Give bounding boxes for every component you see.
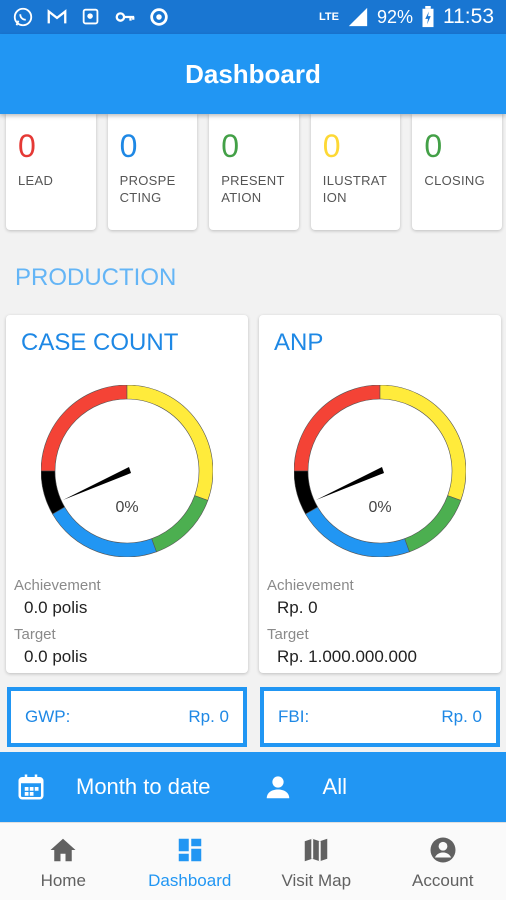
- target-label: Target: [267, 626, 309, 643]
- stat-value: 0: [322, 128, 341, 164]
- stat-label: CLOSING: [424, 173, 485, 188]
- stat-card-prospecting[interactable]: 0 PROSPECTING: [107, 114, 198, 230]
- map-icon: [305, 838, 328, 862]
- nav-label: Visit Map: [281, 871, 352, 890]
- stat-label: PROSPECTING: [119, 173, 176, 205]
- target-value: 0.0 polis: [24, 647, 88, 666]
- achievement-label: Achievement: [267, 577, 354, 594]
- fbi-label: FBI:: [278, 707, 310, 726]
- case-count-gauge: [41, 385, 213, 557]
- gauge-segment-yellow: [379, 385, 466, 501]
- gauge-segment-red: [41, 385, 128, 472]
- achievement-value: 0.0 polis: [24, 598, 88, 617]
- anp-card: ANP 0% Achievement Rp. 0 Target Rp. 1.00…: [259, 315, 501, 673]
- gmail-icon: [47, 9, 67, 24]
- fbi-box[interactable]: FBI: Rp. 0: [260, 687, 500, 747]
- nav-dashboard[interactable]: Dashboard: [127, 823, 254, 900]
- card-title: CASE COUNT: [21, 329, 179, 356]
- app-notification-icon: [82, 8, 99, 25]
- vpn-key-icon: [115, 12, 135, 22]
- battery-charging-icon: [422, 6, 434, 28]
- nav-home[interactable]: Home: [0, 823, 127, 900]
- network-type: LTE: [319, 11, 339, 23]
- stat-label: PRESENTATION: [221, 173, 285, 205]
- stat-card-closing[interactable]: 0 CLOSING: [412, 114, 502, 230]
- bottom-navigation: Home Dashboard Visit Map Account: [0, 822, 506, 900]
- gauge-needle: [316, 467, 384, 500]
- gwp-label: GWP:: [25, 707, 71, 726]
- clock: 11:53: [443, 5, 494, 28]
- achievement-value: Rp. 0: [277, 598, 318, 617]
- user-filter[interactable]: All: [263, 772, 347, 802]
- gauge-percent: 0%: [368, 499, 392, 516]
- target-label: Target: [14, 626, 56, 643]
- nav-label: Account: [412, 871, 474, 890]
- account-icon: [430, 837, 456, 863]
- calendar-icon: [18, 774, 44, 800]
- card-title: ANP: [274, 329, 324, 356]
- whatsapp-icon: [13, 7, 33, 27]
- gauge-segment-black: [41, 470, 66, 515]
- stat-value: 0: [119, 128, 138, 164]
- date-range-filter[interactable]: Month to date: [16, 772, 211, 802]
- gwp-value: Rp. 0: [188, 707, 229, 726]
- achievement-label: Achievement: [14, 577, 101, 594]
- gwp-box[interactable]: GWP: Rp. 0: [7, 687, 247, 747]
- home-icon: [50, 838, 76, 862]
- gauge-ring: [41, 385, 213, 557]
- person-icon: [266, 776, 289, 799]
- stat-label: LEAD: [18, 173, 54, 188]
- stat-value: 0: [424, 128, 443, 164]
- gauge-ring: [294, 385, 466, 557]
- nav-account[interactable]: Account: [380, 823, 506, 900]
- page-title: Dashboard: [185, 58, 321, 89]
- stat-value: 0: [221, 128, 239, 164]
- app-bar: Dashboard: [0, 34, 506, 114]
- stat-card-ilustration[interactable]: 0 ILUSTRATION: [310, 114, 401, 230]
- dashboard-icon: [178, 838, 201, 862]
- stat-label: ILUSTRATION: [322, 173, 388, 205]
- fbi-value: Rp. 0: [441, 707, 482, 726]
- nav-label: Dashboard: [148, 871, 232, 890]
- battery-percent: 92%: [376, 6, 413, 27]
- pipeline-stats: 0 LEAD 0 PROSPECTING 0 PRESENTATION 0 IL…: [6, 114, 502, 230]
- nav-label: Home: [40, 871, 86, 890]
- stat-card-presentation[interactable]: 0 PRESENTATION: [209, 114, 299, 230]
- gauge-segment-black: [294, 470, 319, 515]
- gauge-needle: [63, 467, 131, 500]
- stat-card-lead[interactable]: 0 LEAD: [6, 114, 96, 230]
- status-bar: LTE 92% 11:53: [0, 0, 506, 34]
- filter-bar: Month to date All: [0, 752, 506, 822]
- gauge-segment-red: [294, 385, 381, 472]
- notification-icons: [12, 6, 170, 28]
- stat-value: 0: [18, 128, 36, 164]
- target-value: Rp. 1.000.000.000: [277, 647, 417, 666]
- section-title-production: PRODUCTION: [15, 264, 177, 291]
- signal-icon: [348, 7, 368, 27]
- date-range-label: Month to date: [76, 774, 211, 799]
- anp-gauge: [294, 385, 466, 557]
- nav-visit-map[interactable]: Visit Map: [253, 823, 380, 900]
- gauge-segment-yellow: [126, 385, 213, 501]
- case-count-card: CASE COUNT 0% Achievement 0.0 polis Targ…: [6, 315, 248, 673]
- user-filter-label: All: [322, 774, 347, 799]
- sync-icon: [150, 8, 168, 26]
- gauge-percent: 0%: [115, 499, 139, 516]
